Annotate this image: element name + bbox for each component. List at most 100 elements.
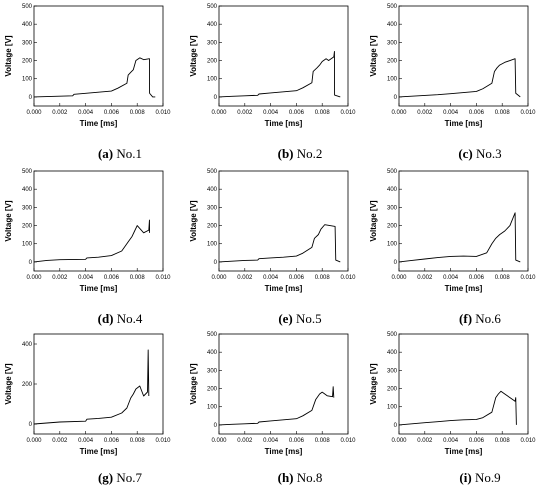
x-tick-label: 0.002 bbox=[52, 275, 68, 281]
panel-caption: (d) No.4 bbox=[60, 311, 180, 327]
x-tick-label: 0.004 bbox=[263, 275, 279, 281]
x-axis-label: Time [ms] bbox=[265, 447, 303, 456]
x-tick-label: 0.010 bbox=[155, 275, 171, 281]
x-axis-label: Time [ms] bbox=[80, 119, 118, 128]
x-tick-label: 0.000 bbox=[26, 438, 42, 444]
voltage-series-line bbox=[218, 386, 335, 426]
panel-caption: (c) No.3 bbox=[420, 146, 540, 162]
voltage-series-line bbox=[398, 58, 521, 98]
x-tick-label: 0.002 bbox=[237, 275, 253, 281]
voltage-series-line bbox=[33, 349, 150, 425]
plot-frame bbox=[218, 333, 349, 435]
chart-panel-7: 0 200 400 0.000 0.002 0.004 0.006 0.008 0.010 Tim… bbox=[0, 328, 180, 473]
chart-svg: 0 100 200 300 400 500 0.000 0.002 0.004 0.006 0.00… bbox=[369, 332, 536, 456]
y-tick-label: 300 bbox=[207, 40, 218, 46]
y-tick-label: 100 bbox=[207, 77, 218, 83]
y-tick-label: 500 bbox=[387, 332, 398, 338]
plot-frame bbox=[398, 170, 529, 272]
y-tick-label: 400 bbox=[207, 350, 218, 356]
y-tick-label: 400 bbox=[22, 22, 33, 28]
chart-svg: 0 100 200 300 400 500 0.000 0.002 0.004 0.006 0.00… bbox=[189, 332, 356, 456]
chart-svg: 0 200 400 0.000 0.002 0.004 0.006 0.008 0.010 Tim… bbox=[4, 333, 171, 456]
y-tick-label: 100 bbox=[387, 242, 398, 248]
chart-panel-4: 0 100 200 300 400 500 0.000 0.002 0.004 0.006 0.00… bbox=[0, 165, 180, 310]
caption-letter: (d) bbox=[97, 311, 114, 326]
caption-text: No.1 bbox=[116, 146, 143, 161]
x-tick-label: 0.002 bbox=[417, 275, 433, 281]
caption-letter: (e) bbox=[278, 311, 293, 326]
y-tick-label: 100 bbox=[387, 405, 398, 411]
chart-panel-5: 0 100 200 300 400 500 0.000 0.002 0.004 0.006 0.00… bbox=[185, 165, 365, 310]
chart-svg: 0 100 200 300 400 500 0.000 0.002 0.004 0.006 0.00… bbox=[369, 169, 536, 293]
x-tick-label: 0.000 bbox=[391, 438, 407, 444]
panel-caption: (a) No.1 bbox=[60, 146, 180, 162]
y-axis-label: Voltage [V] bbox=[369, 35, 378, 77]
panel-caption: (i) No.9 bbox=[420, 470, 540, 486]
x-tick-label: 0.006 bbox=[104, 438, 120, 444]
y-tick-label: 200 bbox=[387, 59, 398, 65]
x-tick-label: 0.004 bbox=[443, 110, 459, 116]
y-tick-label: 400 bbox=[207, 187, 218, 193]
x-tick-label: 0.010 bbox=[340, 438, 356, 444]
x-tick-label: 0.008 bbox=[315, 275, 331, 281]
panel-caption: (e) No.5 bbox=[240, 311, 360, 327]
y-axis-label: Voltage [V] bbox=[189, 200, 198, 242]
y-tick-label: 200 bbox=[207, 224, 218, 230]
plot-frame bbox=[398, 333, 529, 435]
x-tick-label: 0.000 bbox=[391, 275, 407, 281]
y-tick-label: 400 bbox=[207, 22, 218, 28]
x-tick-label: 0.010 bbox=[155, 110, 171, 116]
y-tick-label: 100 bbox=[22, 77, 33, 83]
x-tick-label: 0.010 bbox=[340, 275, 356, 281]
caption-letter: (h) bbox=[277, 470, 294, 485]
y-tick-label: 0 bbox=[394, 423, 398, 429]
x-axis-label: Time [ms] bbox=[445, 447, 483, 456]
y-tick-label: 100 bbox=[387, 77, 398, 83]
caption-letter: (i) bbox=[459, 470, 472, 485]
caption-text: No.8 bbox=[296, 470, 323, 485]
x-tick-label: 0.006 bbox=[469, 110, 485, 116]
chart-svg: 0 100 200 300 400 500 0.000 0.002 0.004 0.006 0.00… bbox=[189, 4, 356, 128]
voltage-series-line bbox=[398, 212, 521, 263]
x-tick-label: 0.002 bbox=[237, 438, 253, 444]
chart-panel-3: 0 100 200 300 400 500 0.000 0.002 0.004 0.006 0.00… bbox=[365, 0, 545, 145]
x-tick-label: 0.000 bbox=[391, 110, 407, 116]
y-tick-label: 200 bbox=[207, 59, 218, 65]
panel-caption: (b) No.2 bbox=[240, 146, 360, 162]
x-tick-label: 0.002 bbox=[52, 438, 68, 444]
voltage-series-line bbox=[33, 57, 156, 98]
caption-letter: (g) bbox=[97, 470, 114, 485]
panel-caption: (f) No.6 bbox=[420, 311, 540, 327]
y-axis-label: Voltage [V] bbox=[4, 200, 13, 242]
y-axis-label: Voltage [V] bbox=[189, 35, 198, 77]
caption-text: No.6 bbox=[475, 311, 501, 326]
caption-text: No.9 bbox=[474, 470, 501, 485]
x-tick-label: 0.008 bbox=[130, 275, 146, 281]
x-tick-label: 0.002 bbox=[417, 110, 433, 116]
x-tick-label: 0.004 bbox=[78, 438, 94, 444]
y-tick-label: 400 bbox=[387, 350, 398, 356]
x-tick-label: 0.010 bbox=[520, 275, 536, 281]
caption-letter: (c) bbox=[458, 146, 473, 161]
y-tick-label: 200 bbox=[22, 382, 33, 388]
y-tick-label: 100 bbox=[22, 242, 33, 248]
y-axis-label: Voltage [V] bbox=[4, 35, 13, 77]
y-tick-label: 0 bbox=[214, 260, 218, 266]
x-tick-label: 0.008 bbox=[495, 438, 511, 444]
y-tick-label: 500 bbox=[207, 4, 218, 10]
x-tick-label: 0.004 bbox=[78, 275, 94, 281]
x-tick-label: 0.008 bbox=[495, 110, 511, 116]
x-tick-label: 0.004 bbox=[263, 438, 279, 444]
y-tick-label: 500 bbox=[207, 169, 218, 175]
x-axis-label: Time [ms] bbox=[445, 119, 483, 128]
x-tick-label: 0.006 bbox=[104, 110, 120, 116]
x-tick-label: 0.006 bbox=[469, 275, 485, 281]
y-tick-label: 0 bbox=[29, 260, 33, 266]
y-axis-label: Voltage [V] bbox=[369, 363, 378, 405]
y-tick-label: 0 bbox=[29, 95, 33, 101]
x-axis-label: Time [ms] bbox=[80, 284, 118, 293]
x-axis-label: Time [ms] bbox=[265, 119, 303, 128]
y-tick-label: 200 bbox=[22, 59, 33, 65]
x-axis-label: Time [ms] bbox=[265, 284, 303, 293]
